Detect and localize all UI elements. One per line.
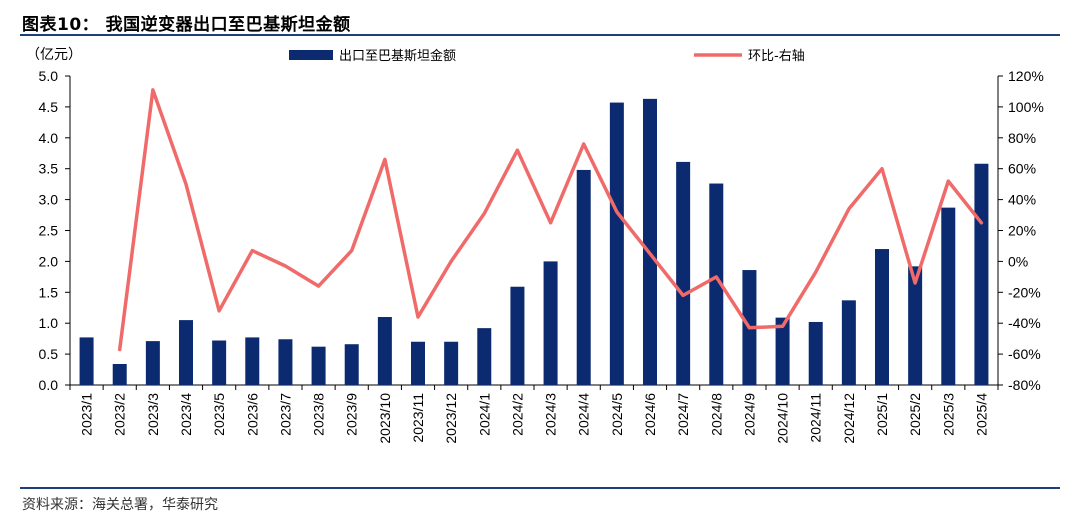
left-tick-label: 2.5 (39, 223, 59, 239)
bar (344, 344, 359, 385)
right-tick-label: 40% (1008, 192, 1036, 208)
x-tick-label: 2024/5 (609, 393, 625, 436)
left-tick-label: 3.5 (39, 161, 59, 177)
x-tick-label: 2024/6 (642, 393, 658, 436)
bar (411, 341, 425, 385)
x-tick-label: 2024/12 (841, 393, 857, 444)
x-tick-label: 2024/4 (576, 393, 592, 436)
legend-bar-swatch (289, 50, 333, 60)
figure-title: 图表10： 我国逆变器出口至巴基斯坦金额 (22, 15, 351, 35)
bar (941, 207, 956, 385)
left-tick-label: 3.0 (39, 192, 59, 208)
left-axis-title: （亿元） (26, 47, 82, 63)
x-tick-label: 2024/1 (476, 393, 492, 436)
left-tick-label: 2.0 (39, 253, 59, 269)
bar (576, 169, 591, 385)
axes (65, 75, 1003, 390)
bar (311, 346, 326, 385)
x-tick-label: 2025/2 (907, 393, 923, 436)
bar (444, 341, 459, 385)
right-tick-label: -20% (1008, 284, 1041, 300)
right-tick-label: 60% (1008, 161, 1036, 177)
bar (79, 337, 94, 385)
combo-chart: 0.0 0.5 1.0 1.5 2.0 2.5 3.0 3.5 4.0 4.5 5.0 -80% -60… (26, 47, 1044, 444)
bar (974, 163, 989, 385)
bar (808, 321, 823, 385)
left-tick-label: 4.5 (39, 99, 59, 115)
x-tick-label: 2023/2 (112, 393, 128, 436)
left-tick-label: 1.0 (39, 315, 59, 331)
bar (377, 317, 392, 385)
right-tick-label: 120% (1008, 68, 1044, 84)
right-tick-label: 100% (1008, 99, 1044, 115)
x-tick-label: 2024/2 (509, 393, 525, 436)
bar (709, 183, 724, 385)
bar (841, 300, 856, 385)
bar (643, 98, 657, 385)
left-tick-label: 0.0 (39, 377, 59, 393)
bar (875, 249, 889, 385)
x-tick-label: 2024/3 (543, 393, 559, 436)
bar (609, 102, 624, 385)
source-note: 资料来源：海关总署，华泰研究 (22, 497, 218, 513)
x-tick-label: 2023/3 (145, 393, 161, 436)
x-tick-label: 2024/8 (708, 393, 724, 436)
line-series (117, 88, 984, 352)
x-tick-label: 2024/10 (775, 393, 791, 444)
legend-line-label: 环比-右轴 (748, 49, 805, 64)
right-tick-label: 20% (1008, 223, 1036, 239)
legend-bar-label: 出口至巴基斯坦金额 (339, 48, 456, 64)
x-tick-label: 2023/6 (244, 393, 260, 436)
bar (775, 317, 790, 385)
x-tick-label: 2023/9 (344, 393, 360, 436)
bar (112, 363, 127, 385)
bar (676, 161, 691, 385)
bar (543, 261, 558, 385)
left-tick-label: 5.0 (39, 68, 59, 84)
left-tick-label: 1.5 (39, 284, 59, 300)
bar (908, 266, 923, 385)
legend: 出口至巴基斯坦金额 环比-右轴 (289, 48, 805, 64)
right-tick-label: -80% (1008, 377, 1041, 393)
x-tick-label: 2023/8 (311, 393, 327, 436)
x-tick-label: 2025/1 (874, 393, 890, 436)
right-tick-label: 80% (1008, 130, 1036, 146)
bottom-rule (20, 487, 1060, 489)
bar (510, 286, 525, 385)
tick-labels: 0.0 0.5 1.0 1.5 2.0 2.5 3.0 3.5 4.0 4.5 5.0 -80% -60… (39, 68, 1044, 444)
x-tick-label: 2023/5 (211, 393, 227, 436)
x-tick-label: 2024/11 (808, 393, 824, 443)
x-tick-label: 2023/10 (377, 393, 393, 444)
bar (145, 341, 160, 385)
right-tick-label: -40% (1008, 315, 1041, 331)
x-tick-label: 2025/3 (940, 393, 956, 436)
bar (212, 340, 227, 385)
bar (179, 320, 193, 385)
x-tick-label: 2024/7 (675, 393, 691, 436)
left-tick-label: 0.5 (39, 346, 59, 362)
x-tick-label: 2023/4 (178, 393, 194, 436)
right-tick-label: 0% (1008, 253, 1028, 269)
x-tick-label: 2024/9 (741, 393, 757, 436)
bar (245, 337, 260, 385)
x-tick-label: 2023/1 (79, 393, 95, 436)
bar-series (79, 98, 989, 385)
x-tick-label: 2023/7 (277, 393, 293, 436)
x-tick-label: 2023/12 (443, 393, 459, 444)
right-tick-label: -60% (1008, 346, 1041, 362)
x-tick-label: 2023/11 (410, 393, 426, 443)
x-tick-label: 2025/4 (973, 393, 989, 436)
bar (477, 328, 492, 385)
bar (278, 339, 293, 385)
top-rule (20, 34, 1060, 36)
left-tick-label: 4.0 (39, 130, 59, 146)
